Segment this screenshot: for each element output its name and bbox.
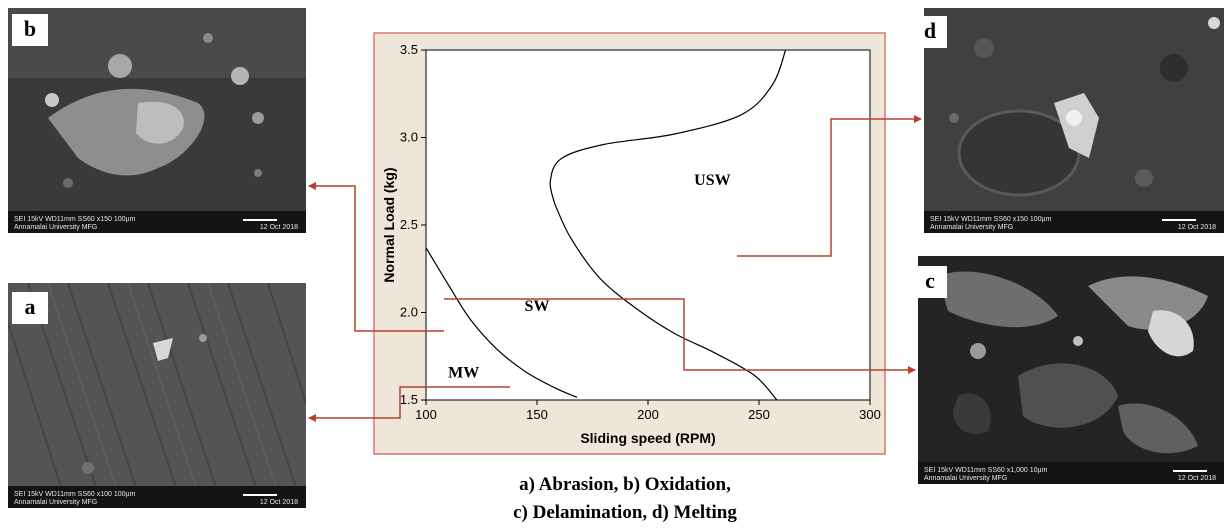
sem-scale-bar xyxy=(1162,219,1196,221)
sem-meta-text: SEI 15kV WD11mm SS60 x150 100µm xyxy=(930,216,1052,223)
panel-label-c: c xyxy=(913,266,947,298)
plot-area xyxy=(425,49,871,401)
sem-info-bar xyxy=(8,486,306,508)
sem-texture-b xyxy=(8,8,306,233)
sem-image-b: SEI 15kV WD11mm SS60 x150 100µm Annamala… xyxy=(8,8,306,233)
caption-line-2: c) Delamination, d) Melting xyxy=(513,502,737,523)
x-tick-label: 200 xyxy=(637,407,659,422)
sem-meta-text: SEI 15kV WD11mm SS60 x1,000 10µm xyxy=(924,467,1048,474)
x-tick-label: 100 xyxy=(415,407,437,422)
x-tick-label: 150 xyxy=(526,407,548,422)
region-label-mw: MW xyxy=(448,364,479,381)
sem-scale-bar xyxy=(243,494,277,496)
sem-image-d: SEI 15kV WD11mm SS60 x150 100µm Annamala… xyxy=(924,8,1224,233)
sem-date-text: 12 Oct 2018 xyxy=(259,224,298,231)
sem-scale-bar xyxy=(1173,470,1207,472)
sem-texture-c xyxy=(918,256,1224,484)
sem-info-bar xyxy=(918,462,1224,484)
sem-institution-text: Annamalai University MFG xyxy=(924,475,1008,482)
y-tick-label: 2.0 xyxy=(400,305,418,320)
boundary-curve-3 xyxy=(549,49,787,205)
sem-institution-text: Annamalai University MFG xyxy=(14,224,98,231)
y-tick-label: 1.5 xyxy=(400,392,418,407)
region-label-usw: USW xyxy=(694,172,730,189)
y-tick-label: 3.0 xyxy=(400,130,418,145)
x-axis-label: Sliding speed (RPM) xyxy=(580,430,715,446)
panel-label-b: b xyxy=(12,14,48,46)
y-tick-label: 2.5 xyxy=(400,217,418,232)
sem-date-text: 12 Oct 2018 xyxy=(259,499,298,506)
caption-line-1: a) Abrasion, b) Oxidation, xyxy=(519,474,731,495)
x-tick-label: 250 xyxy=(748,407,770,422)
sem-scale-bar xyxy=(243,219,277,221)
sem-image-c: SEI 15kV WD11mm SS60 x1,000 10µm Annamal… xyxy=(918,256,1224,484)
x-tick-label: 300 xyxy=(859,407,881,422)
sem-meta-text: SEI 15kV WD11mm SS60 x150 100µm xyxy=(14,216,136,223)
sem-date-text: 12 Oct 2018 xyxy=(1177,475,1216,482)
region-label-sw: SW xyxy=(525,298,550,315)
sem-date-text: 12 Oct 2018 xyxy=(1177,224,1216,231)
sem-institution-text: Annamalai University MFG xyxy=(930,224,1014,231)
y-axis-label: Normal Load (kg) xyxy=(381,167,397,282)
sem-info-bar xyxy=(924,211,1224,233)
sem-info-bar xyxy=(8,211,306,233)
sem-institution-text: Annamalai University MFG xyxy=(14,499,98,506)
panel-label-d: d xyxy=(913,16,947,48)
panel-label-a: a xyxy=(12,292,48,324)
sem-texture-d xyxy=(924,8,1224,233)
y-tick-label: 3.5 xyxy=(400,42,418,57)
sem-meta-text: SEI 15kV WD11mm SS60 x100 100µm xyxy=(14,491,136,498)
